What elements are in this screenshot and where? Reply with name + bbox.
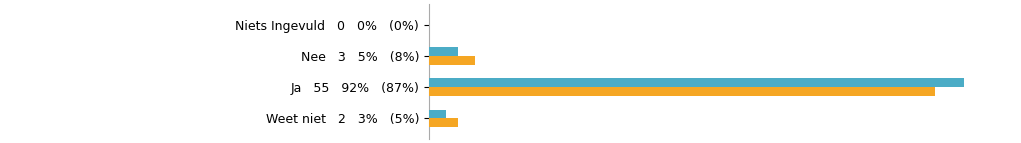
Bar	[429, 87, 935, 96]
Bar	[429, 56, 476, 65]
Bar	[429, 118, 457, 127]
Bar	[429, 47, 457, 56]
Bar	[429, 78, 964, 87]
Bar	[429, 110, 446, 118]
